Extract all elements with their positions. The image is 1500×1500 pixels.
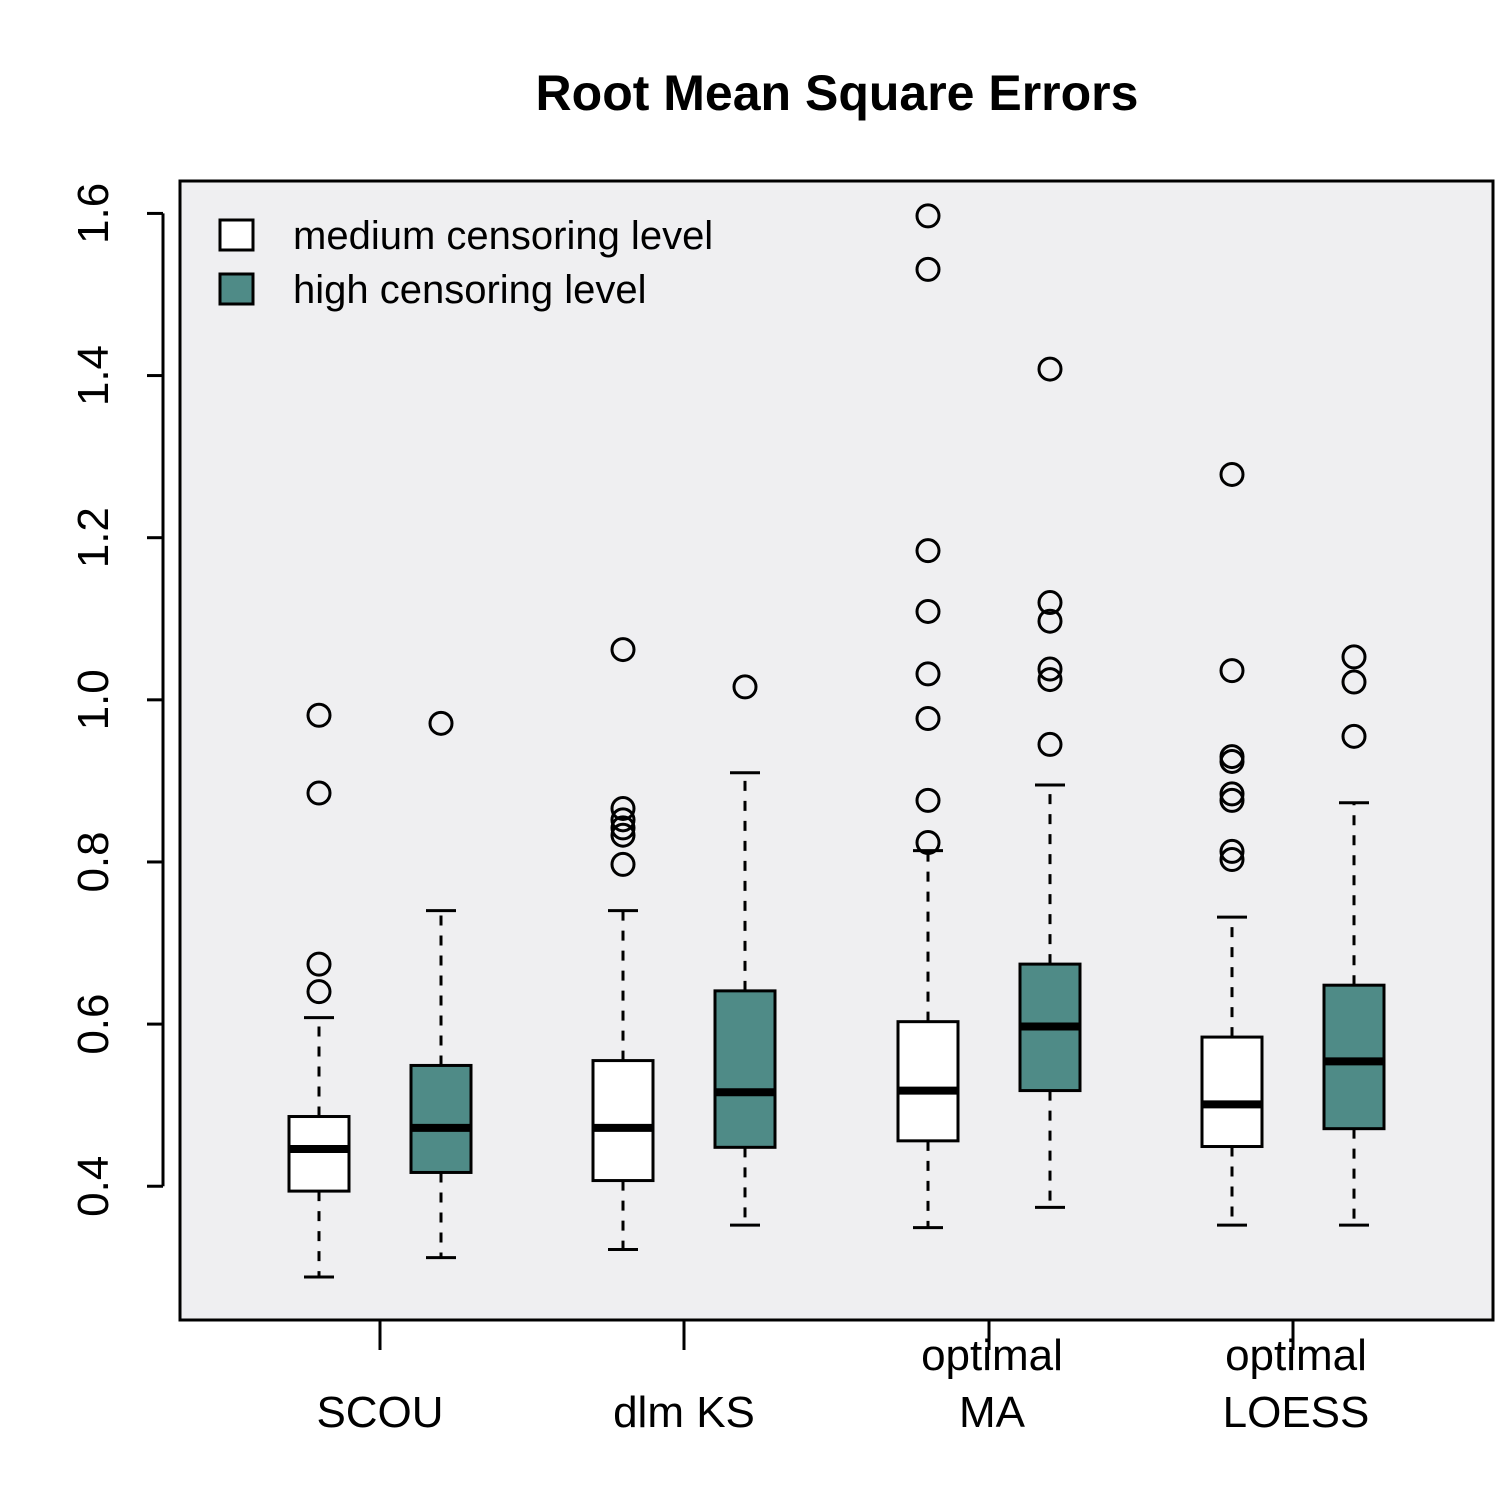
box-high-2 (1018, 356, 1082, 1209)
outlier-point (1037, 667, 1063, 693)
outlier-point (915, 538, 941, 564)
legend-label-high: high censoring level (293, 268, 647, 312)
plot-frame (178, 179, 1495, 1322)
x-category-label: LOESS (1223, 1388, 1370, 1437)
x-category-label: dlm KS (613, 1388, 755, 1437)
x-category-label: optimal (921, 1331, 1063, 1380)
box-medium-3 (1200, 461, 1264, 1227)
x-category-label: optimal (1225, 1331, 1367, 1380)
outlier-point (610, 815, 636, 841)
legend-swatch-high (218, 272, 255, 306)
outlier-point (915, 203, 941, 229)
outlier-point (610, 807, 636, 833)
box-high-1 (713, 674, 777, 1227)
box-medium-0 (287, 702, 351, 1279)
outlier-point (1219, 461, 1245, 487)
outlier-point (1037, 590, 1063, 616)
outlier-point (732, 674, 758, 700)
iqr-box (1200, 1035, 1264, 1149)
legend-label-medium: medium censoring level (293, 214, 713, 258)
outlier-point (1219, 787, 1245, 813)
y-tick-label: 0.6 (69, 994, 118, 1055)
iqr-box (1322, 983, 1386, 1131)
box-medium-1 (591, 637, 655, 1251)
y-tick-label: 1.2 (69, 507, 118, 568)
outlier-point (915, 787, 941, 813)
outlier-point (1341, 644, 1367, 670)
outlier-point (1219, 838, 1245, 864)
iqr-box (287, 1115, 351, 1193)
y-tick-label: 0.8 (69, 831, 118, 892)
outlier-point (306, 702, 332, 728)
plot-panel (180, 181, 1493, 1320)
outlier-point (915, 598, 941, 624)
outlier-point (306, 780, 332, 806)
outlier-point (610, 822, 636, 848)
y-axis: 0.4 0.6 0.8 1.0 1.2 1.4 1.6 (69, 183, 165, 1217)
outlier-point (610, 637, 636, 663)
box-high-3 (1322, 644, 1386, 1227)
outlier-point (915, 256, 941, 282)
y-tick-label: 0.4 (69, 1156, 118, 1217)
x-axis: SCOU dlm KS optimal MA optimal LOESS (316, 1320, 1369, 1437)
outlier-point (1341, 669, 1367, 695)
outlier-point (610, 795, 636, 821)
outlier-point (1037, 356, 1063, 382)
outlier-point (1219, 748, 1245, 774)
outlier-point (610, 851, 636, 877)
outlier-point (1037, 608, 1063, 634)
iqr-box (591, 1059, 655, 1183)
outlier-point (915, 705, 941, 731)
box-medium-2 (896, 203, 960, 1230)
outlier-point (1037, 656, 1063, 682)
outlier-point (1037, 731, 1063, 757)
x-category-label: SCOU (316, 1388, 443, 1437)
iqr-box (409, 1063, 473, 1174)
y-tick-label: 1.4 (69, 345, 118, 406)
y-tick-label: 1.0 (69, 669, 118, 730)
outlier-point (915, 830, 941, 856)
outlier-point (306, 951, 332, 977)
x-category-label: MA (959, 1388, 1026, 1437)
outlier-point (428, 710, 454, 736)
box-high-0 (409, 710, 473, 1260)
chart-title: Root Mean Square Errors (536, 65, 1139, 121)
outlier-point (1341, 723, 1367, 749)
iqr-box (896, 1020, 960, 1143)
outlier-point (915, 661, 941, 687)
legend-swatch-medium (218, 218, 255, 252)
iqr-box (713, 989, 777, 1149)
y-tick-label: 1.6 (69, 183, 118, 244)
outlier-point (1219, 847, 1245, 873)
outlier-point (1219, 781, 1245, 807)
outlier-point (306, 979, 332, 1005)
boxes-layer (287, 203, 1386, 1279)
outlier-point (1219, 658, 1245, 684)
legend: medium censoring level high censoring lev… (218, 214, 713, 312)
